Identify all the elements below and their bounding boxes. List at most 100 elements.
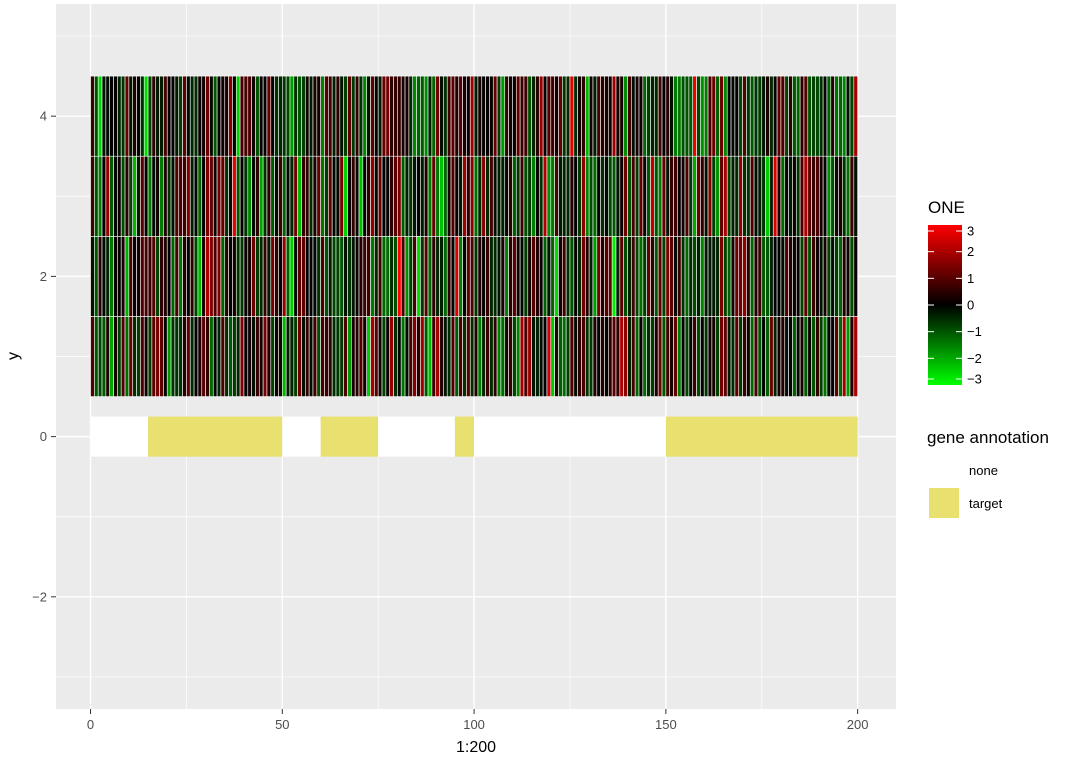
heatmap-cell	[657, 155, 663, 237]
heatmap-cell	[255, 316, 260, 397]
heatmap-cell	[205, 155, 210, 237]
heatmap-cell	[569, 236, 575, 317]
heatmap-cell	[159, 75, 164, 157]
heatmap-cell	[132, 236, 137, 317]
heatmap-cell	[120, 316, 126, 397]
heatmap-cell	[404, 155, 410, 237]
heatmap-cell	[638, 316, 644, 397]
heatmap-cell	[408, 236, 414, 317]
heatmap-cell	[151, 75, 157, 157]
heatmap-cell	[826, 236, 832, 317]
heatmap-cell	[485, 75, 490, 157]
heatmap-cell	[324, 75, 329, 157]
heatmap-cell	[209, 236, 214, 317]
heatmap-cell	[646, 236, 651, 317]
heatmap-cell	[558, 75, 563, 157]
heatmap-cell	[209, 155, 214, 237]
heatmap-cell	[669, 236, 674, 317]
heatmap-cell	[385, 316, 390, 397]
heatmap-cell	[193, 236, 199, 317]
heatmap-cell	[400, 75, 406, 157]
heatmap-cell	[669, 155, 674, 237]
heatmap-cell	[216, 316, 222, 397]
heatmap-cell	[692, 236, 697, 317]
heatmap-cell	[531, 75, 536, 157]
heatmap-cell	[700, 316, 705, 397]
heatmap-cell	[132, 75, 137, 157]
heatmap-cell	[117, 316, 122, 397]
heatmap-cell	[393, 155, 398, 237]
heatmap-cell	[458, 316, 463, 397]
heatmap-cell	[684, 155, 690, 237]
heatmap-cell	[765, 75, 770, 157]
heatmap-cell	[354, 236, 360, 317]
heatmap-cell	[416, 155, 421, 237]
heatmap-cell	[331, 75, 337, 157]
heatmap-cell	[642, 155, 647, 237]
heatmap-cell	[140, 75, 145, 157]
heatmap-cell	[324, 316, 329, 397]
heatmap-cell	[155, 75, 160, 157]
heatmap-cell	[420, 236, 425, 317]
heatmap-cell	[600, 236, 605, 317]
heatmap-cell	[147, 236, 153, 317]
heatmap-cell	[703, 316, 709, 397]
heatmap-cell	[489, 75, 494, 157]
heatmap-cell	[446, 316, 452, 397]
heatmap-cell	[358, 316, 364, 397]
heatmap-cell	[535, 155, 540, 237]
x-tick-label: 150	[655, 717, 677, 732]
heatmap-cell	[562, 75, 567, 157]
heatmap-cell	[638, 236, 644, 317]
heatmap-cell	[726, 155, 732, 237]
heatmap-cell	[730, 316, 736, 397]
annotation-legend-key-none	[929, 455, 959, 485]
heatmap-cell	[853, 75, 858, 157]
heatmap-cell	[205, 316, 210, 397]
heatmap-cell	[393, 75, 398, 157]
heatmap-cell	[515, 316, 521, 397]
heatmap-cell	[784, 236, 789, 317]
heatmap-cell	[443, 155, 448, 237]
heatmap-cell	[719, 236, 724, 317]
heatmap-cell	[619, 75, 624, 157]
heatmap-cell	[389, 316, 394, 397]
color-legend-tick-label: −2	[967, 351, 982, 366]
heatmap-cell	[270, 75, 275, 157]
heatmap-cell	[159, 316, 164, 397]
heatmap-cell	[730, 236, 736, 317]
heatmap-cell	[588, 316, 594, 397]
heatmap-cell	[163, 236, 168, 317]
heatmap-cell	[623, 155, 628, 237]
heatmap-cell	[842, 236, 847, 317]
heatmap-cell	[408, 75, 414, 157]
heatmap-cell	[166, 75, 172, 157]
y-tick-label: 2	[40, 269, 47, 284]
heatmap-cell	[370, 236, 375, 317]
heatmap-cell	[784, 75, 789, 157]
heatmap-cell	[477, 75, 483, 157]
heatmap-cell	[117, 155, 122, 237]
heatmap-cell	[193, 75, 199, 157]
heatmap-cell	[650, 316, 655, 397]
heatmap-cell	[374, 236, 379, 317]
heatmap-cell	[673, 316, 678, 397]
color-legend-ticks: 3 2 1 0 −1 −2 −3	[928, 224, 982, 387]
heatmap-cell	[416, 236, 421, 317]
heatmap-cell	[807, 155, 812, 237]
heatmap-cell	[454, 316, 460, 397]
heatmap-cell	[546, 236, 552, 317]
heatmap-cell	[604, 75, 609, 157]
heatmap-cell	[427, 155, 433, 237]
heatmap-cell	[657, 236, 663, 317]
heatmap-cell	[830, 155, 835, 237]
heatmap-cell	[677, 75, 682, 157]
heatmap-cell	[105, 75, 110, 157]
heatmap-cell	[189, 75, 195, 157]
heatmap-cell	[362, 155, 367, 237]
heatmap-cell	[792, 75, 797, 157]
heatmap-cell	[558, 316, 563, 397]
heatmap-cell	[270, 236, 275, 317]
heatmap-cell	[746, 316, 751, 397]
heatmap-cell	[212, 155, 218, 237]
